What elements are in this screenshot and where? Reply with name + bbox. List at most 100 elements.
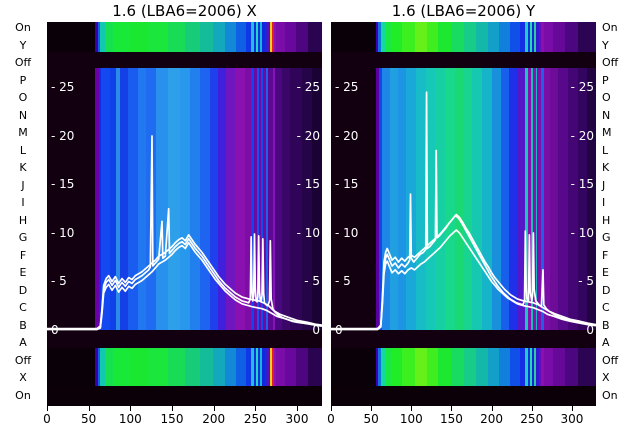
heat-band [302,68,313,330]
heat-band [236,22,247,52]
x-tick [47,406,48,411]
dipole-label: P [19,73,27,87]
heat-band [375,22,379,52]
heat-band [97,22,101,52]
dipole-label: N [602,108,611,122]
heat-band [284,22,297,52]
heat-band [538,348,542,386]
heat-band [307,22,322,52]
heat-band [390,68,400,330]
x-ticklabel: 250 [243,412,267,426]
heat-band [184,348,201,386]
heat-band [391,22,404,52]
heat-band [275,68,283,330]
heat-band [375,348,379,386]
heat-band [246,348,252,386]
heat-band [184,22,201,52]
dipole-label: A [19,336,27,350]
gap-band [331,330,596,348]
x-tick [571,406,573,411]
heat-band [577,68,588,330]
heat-band [109,68,117,330]
heat-band [112,22,131,52]
heat-band [251,68,255,330]
inner-y-ticklabel: - 15 [296,177,320,192]
x-ticklabel: 0 [327,412,335,426]
heat-band [257,348,261,386]
category-axis-left: On Y Off P O N M L K J I H G F E D C B A Off X On [0,0,46,440]
dipole-label: Off [602,353,619,367]
heat-band [265,348,268,386]
heat-band [276,348,286,386]
trace-line [47,241,322,331]
heat-band [129,22,149,52]
dipole-label: Off [14,353,32,367]
heat-band [450,348,465,386]
heat-band [119,68,129,330]
inner-y-ticklabel: - 25 [296,80,320,95]
dipole-label: X [602,371,610,385]
x-tick [297,406,298,411]
panel-y-plot: - 25 - 25 - 20 - 20 - 15 - 15 - 10 - 10 - 5 - 5 0 0 [331,22,596,406]
heat-band [481,68,493,330]
dipole-label: L [602,143,609,157]
heat-band [525,348,529,386]
heat-band [445,68,456,330]
heat-band [380,348,386,386]
heat-band [530,68,534,330]
heat-band [527,348,531,386]
heat-band [272,22,275,52]
heat-band [426,22,439,52]
x-tick [491,406,493,411]
heat-band [276,22,286,52]
dipole-label: L [19,143,27,157]
heat-band [498,22,511,52]
heat-band [541,68,545,330]
heat-band [284,348,297,386]
dipole-label: Y [602,38,609,52]
inner-y-ticklabel: - 5 [335,274,351,289]
x-tick [451,406,453,411]
heat-band [147,22,169,52]
heat-band [519,22,526,52]
heat-band [530,348,533,386]
inner-y-ticklabel: - 10 [296,225,320,240]
heat-band [517,68,526,330]
dipole-label: Off [602,56,619,70]
heat-band [531,348,535,386]
heat-band [307,348,322,386]
dipole-label: F [602,248,609,262]
trace-line [331,91,596,330]
heat-band [384,22,392,52]
dipole-label: Off [14,56,32,70]
heat-band [234,68,246,330]
heat-band [487,22,500,52]
heat-band [472,68,483,330]
heat-band [251,22,255,52]
panel-x: 1.6 (LBA6=2006) X - 25- 25- 20- 20- 15- … [43,2,322,426]
heat-band [256,348,259,386]
x-ticklabel: 50 [363,412,379,426]
heat-band [510,348,521,386]
heat-band [398,68,408,330]
x-tick [531,406,533,411]
dipole-label: On [15,21,31,34]
heat-band [530,22,533,52]
heat-band [47,348,96,386]
panel-x-title: 1.6 (LBA6=2006) X [112,2,257,20]
gap-band [47,330,322,348]
dipole-label: P [602,73,609,87]
inner-y-ticklabel: - 25 [51,80,75,95]
heat-band [450,22,465,52]
x-ticklabel: 50 [81,412,97,426]
heat-band [224,348,237,386]
inner-y-ticklabel: - 10 [570,225,594,240]
x-ticklabel: 250 [520,412,544,426]
x-ticklabel: 100 [399,412,423,426]
inner-y-ticklabel: - 20 [570,128,594,143]
dipole-label: H [18,213,28,227]
heat-band [95,348,99,386]
heat-band [534,22,537,52]
heat-band [246,22,252,52]
heat-band [257,68,260,330]
